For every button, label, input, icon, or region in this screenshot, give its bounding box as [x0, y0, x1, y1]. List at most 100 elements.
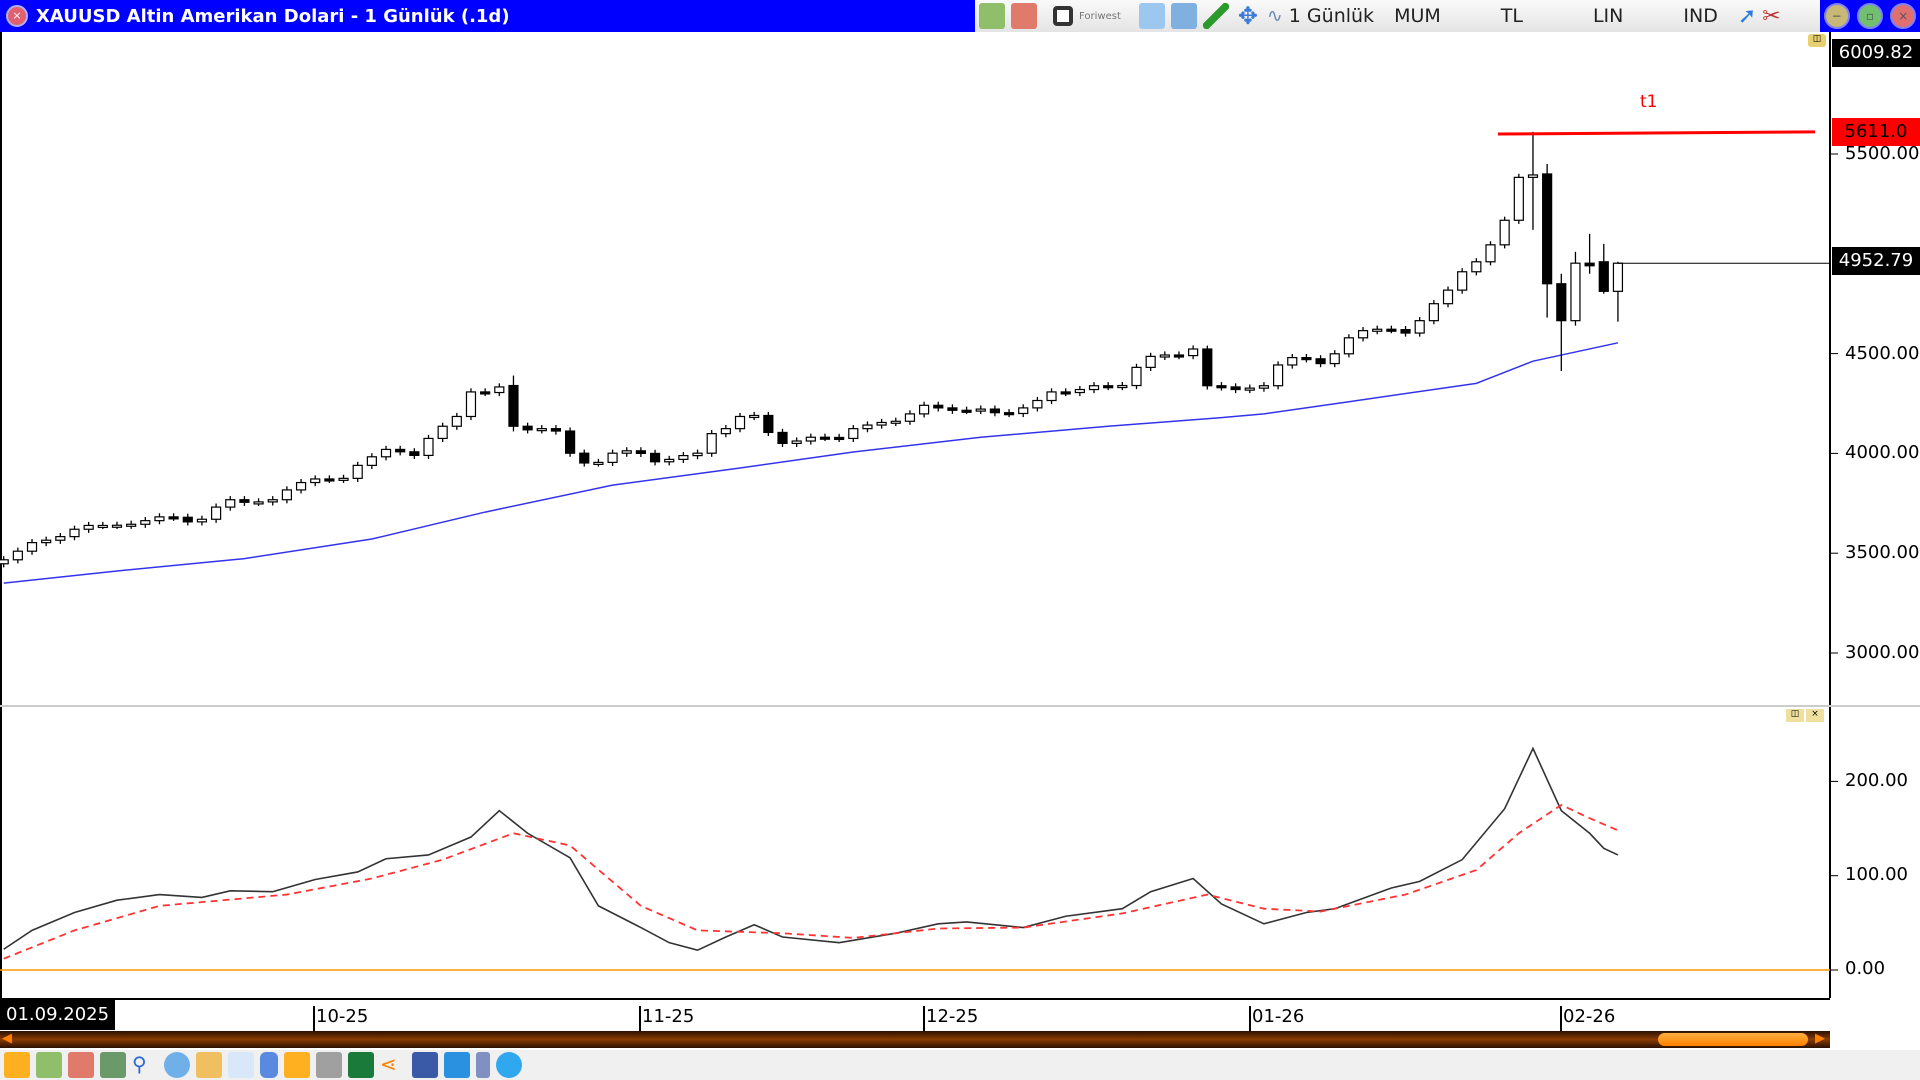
gold-red-icon[interactable] [68, 1052, 94, 1078]
candle-body [494, 386, 505, 394]
panel-collapse-icon[interactable]: ◫ [1808, 34, 1826, 47]
price-tick: 5500.00 [1845, 143, 1920, 164]
chart-grid-icon[interactable] [1138, 3, 1165, 29]
arrow-icon[interactable]: ➚ [1737, 3, 1757, 29]
candle-body [692, 452, 703, 457]
candle-body [904, 413, 916, 422]
candle-body [635, 450, 647, 455]
candle-body [621, 450, 632, 454]
restore-button[interactable]: ▫ [1856, 3, 1883, 29]
chart-area[interactable] [0, 0, 1920, 1000]
candle-body [550, 428, 562, 432]
print-icon[interactable] [316, 1052, 342, 1078]
tools-icon[interactable]: ✂ [1762, 3, 1781, 29]
candle-body [1527, 174, 1539, 178]
date-tick: 11-25 [639, 1006, 694, 1032]
candle-body [225, 499, 236, 508]
network-icon[interactable] [100, 1052, 126, 1078]
candle-body [480, 391, 491, 395]
excel-icon[interactable] [348, 1052, 374, 1078]
candle-body [890, 420, 901, 424]
horizontal-scrollbar[interactable]: ◀ ▶ [0, 1031, 1830, 1048]
candle-body [1343, 337, 1355, 355]
date-axis: 01.09.2025 10-25 11-25 12-25 01-26 02-26 [0, 998, 1830, 1032]
candle-body [1542, 173, 1553, 285]
candle-body [310, 478, 321, 484]
compare-charts-icon[interactable] [1170, 3, 1197, 29]
candle-body [1570, 262, 1581, 322]
candle-body [1103, 385, 1114, 389]
candle-body [267, 499, 278, 503]
t1-price-label: 5611.0 [1832, 118, 1920, 146]
twitter-icon[interactable] [444, 1052, 470, 1078]
indicator-tick: 200.00 [1845, 770, 1908, 791]
price-top-label: 6009.82 [1832, 39, 1920, 67]
scroll-thumb[interactable] [1658, 1033, 1808, 1046]
candle-body [1159, 354, 1170, 358]
indicator-tick: 0.00 [1845, 958, 1886, 979]
pencil-draw-icon[interactable] [1202, 3, 1229, 29]
candle-body [168, 516, 179, 520]
candle-body [154, 516, 165, 522]
gold-coins-icon[interactable] [979, 3, 1005, 29]
minimize-button[interactable]: − [1823, 3, 1850, 29]
hourglass-icon[interactable] [476, 1052, 490, 1078]
indicator-tick: 100.00 [1845, 864, 1908, 885]
scale-button[interactable]: LIN [1592, 5, 1624, 27]
candle-body [933, 404, 944, 409]
candle-body [1131, 366, 1142, 387]
foriwest-logo-icon[interactable] [1053, 6, 1073, 26]
refresh-icon[interactable] [164, 1052, 190, 1078]
candle-body [182, 516, 193, 523]
candle-body [324, 478, 335, 482]
share-icon[interactable]: ⋖ [380, 1052, 397, 1076]
document-search-icon[interactable] [228, 1052, 254, 1078]
gold-coins-red-icon[interactable] [1011, 3, 1037, 29]
indicators-button[interactable]: IND [1683, 5, 1718, 27]
scroll-right-icon[interactable]: ▶ [1815, 1031, 1825, 1046]
gold-icon[interactable] [36, 1052, 62, 1078]
t1-annotation[interactable]: t1 [1640, 92, 1658, 112]
scroll-left-icon[interactable]: ◀ [2, 1031, 12, 1046]
indicator-collapse-icon[interactable]: ◫ [1786, 709, 1804, 722]
foriwest-icon[interactable] [4, 1052, 30, 1078]
move-arrows-icon[interactable]: ✥ [1237, 2, 1258, 30]
candle-body [1188, 348, 1199, 357]
candle-body [564, 430, 576, 454]
facebook-icon[interactable] [412, 1052, 438, 1078]
moving-average-line [3, 342, 1619, 584]
candle-body [947, 407, 958, 411]
foriwest-2-icon[interactable] [284, 1052, 310, 1078]
candle-body [720, 428, 731, 435]
indicator-close-icon[interactable]: × [1806, 709, 1824, 722]
close-chart-icon[interactable]: × [6, 5, 28, 27]
chart-type-button[interactable]: MUM [1394, 5, 1441, 27]
close-button[interactable]: × [1890, 3, 1917, 29]
candle-body [1598, 261, 1609, 292]
database-icon[interactable] [260, 1052, 278, 1078]
candle-body [819, 436, 831, 440]
inbox-icon[interactable] [196, 1052, 222, 1078]
period-selector[interactable]: 1 Günlük [1288, 5, 1375, 27]
currency-button[interactable]: TL [1500, 5, 1523, 27]
candle-body [678, 454, 689, 460]
candle-body [1457, 271, 1468, 291]
candle-body [1442, 289, 1454, 305]
candle-body [295, 481, 307, 491]
candle-body [734, 415, 746, 430]
candle-body [1173, 354, 1185, 358]
candle-body [1556, 283, 1567, 322]
indicator-line [3, 746, 1619, 952]
candle-body [1471, 261, 1482, 273]
candle-body [0, 559, 9, 565]
candle-body [961, 409, 972, 413]
candle-body [706, 433, 717, 454]
candle-body [437, 425, 448, 440]
tumblr-icon[interactable] [496, 1052, 522, 1078]
candle-body [1230, 386, 1241, 391]
candle-body [1400, 329, 1411, 334]
candle-body [1287, 356, 1298, 366]
search-icon[interactable]: ⚲ [132, 1052, 147, 1076]
candle-body [1428, 303, 1439, 322]
candle-body [1499, 219, 1510, 246]
